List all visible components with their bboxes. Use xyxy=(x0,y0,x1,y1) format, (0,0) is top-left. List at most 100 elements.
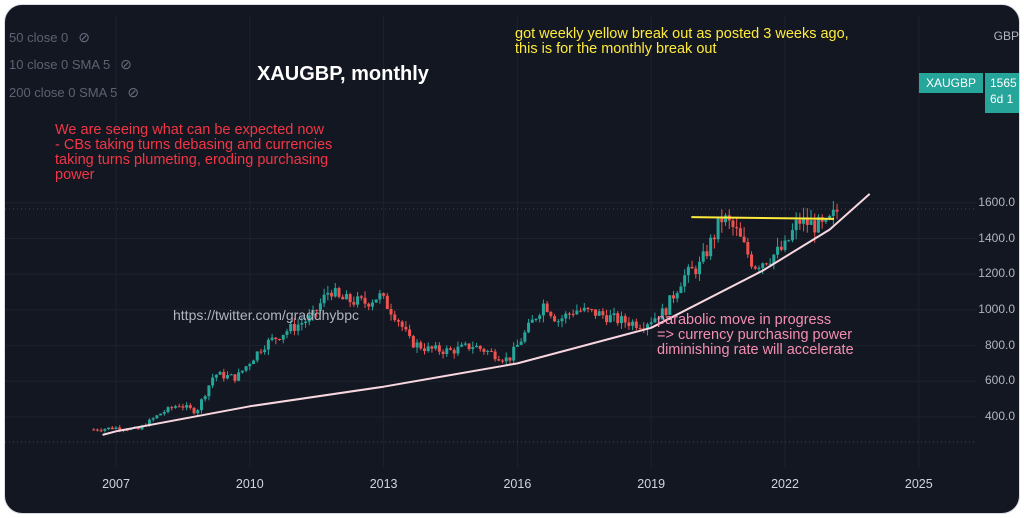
candle-body xyxy=(486,350,490,352)
candle-body xyxy=(675,293,679,299)
candle-body xyxy=(136,427,140,430)
candle-body xyxy=(434,345,438,349)
candle-body xyxy=(720,218,724,223)
candle-body xyxy=(497,359,501,361)
candle-body xyxy=(534,318,538,320)
candle-body xyxy=(226,375,229,379)
candle-body xyxy=(616,313,620,324)
candle-body xyxy=(467,343,471,350)
y-tick-label: 400.0 xyxy=(984,409,1015,423)
eye-slash-icon[interactable]: ⊘ xyxy=(127,84,140,100)
candle-body xyxy=(419,342,423,349)
candle-body xyxy=(694,268,698,275)
candle-body xyxy=(118,427,122,430)
candle-body xyxy=(233,374,237,381)
candle-body xyxy=(831,209,835,216)
candle-body xyxy=(192,407,196,414)
candle-body xyxy=(530,319,534,323)
candle-body xyxy=(99,430,103,432)
candle-body xyxy=(553,316,557,322)
candle-body xyxy=(374,299,378,303)
eye-slash-icon[interactable]: ⊘ xyxy=(120,56,132,72)
indicator-ma10-sma5[interactable]: 10 close 0 SMA 5 ⊘ xyxy=(9,56,132,73)
twitter-link-annotation: https://twitter.com/graddhybpc xyxy=(173,307,359,323)
y-tick-label: 1600.0 xyxy=(978,194,1015,209)
candle-body xyxy=(508,357,512,361)
candle-body xyxy=(608,315,612,323)
indicator-ma200-sma5[interactable]: 200 close 0 SMA 5 ⊘ xyxy=(9,84,139,101)
bar-countdown: 6d 1 xyxy=(990,92,1014,106)
candle-body xyxy=(140,425,144,430)
candle-body xyxy=(430,346,434,349)
candle-body xyxy=(359,296,363,298)
currency-label: GBP xyxy=(993,29,1019,43)
candle-body xyxy=(162,412,166,414)
candle-body xyxy=(567,313,571,315)
x-tick-label: 2019 xyxy=(637,477,666,491)
y-tick-label: 1000.0 xyxy=(978,301,1015,316)
candle-body xyxy=(686,266,690,276)
candle-body xyxy=(761,263,765,268)
candle-body xyxy=(798,219,802,224)
candle-body xyxy=(244,366,248,371)
candle-body xyxy=(408,329,412,337)
candle-body xyxy=(794,219,798,231)
candle-body xyxy=(735,227,739,229)
candle-body xyxy=(199,399,203,411)
parabola-trendline xyxy=(102,193,871,436)
candle-body xyxy=(263,349,267,353)
eye-slash-icon[interactable]: ⊘ xyxy=(78,29,90,45)
candle-body xyxy=(92,429,96,431)
candle-body xyxy=(709,237,713,257)
candle-body xyxy=(816,217,820,233)
candle-body xyxy=(809,220,813,225)
candle-body xyxy=(285,331,289,335)
candle-body xyxy=(337,288,341,297)
candle-body xyxy=(634,321,638,328)
candle-body xyxy=(805,217,809,225)
candle-body xyxy=(393,314,397,321)
candle-body xyxy=(482,348,486,352)
candle-body xyxy=(813,220,817,233)
candle-body xyxy=(211,377,215,386)
candle-body xyxy=(690,266,694,269)
candle-body xyxy=(556,321,560,323)
candle-body xyxy=(575,310,579,315)
candle-body xyxy=(441,351,445,354)
candle-body xyxy=(705,251,709,257)
candle-body xyxy=(582,307,586,311)
indicator-label: 10 close 0 SMA 5 xyxy=(9,57,111,72)
x-tick-label: 2022 xyxy=(771,477,799,491)
candle-body xyxy=(515,344,519,347)
last-price-value: 1565 xyxy=(990,76,1017,90)
candle-body xyxy=(731,220,735,228)
candle-body xyxy=(787,240,791,242)
candle-body xyxy=(296,324,300,331)
candle-body xyxy=(237,372,241,381)
candle-body xyxy=(389,308,393,315)
candle-body xyxy=(605,315,609,323)
price-chart[interactable] xyxy=(5,5,1019,513)
candle-body xyxy=(382,293,386,296)
candle-body xyxy=(835,209,839,212)
candle-body xyxy=(315,309,319,311)
candle-body xyxy=(159,413,163,416)
candle-body xyxy=(363,297,367,304)
candle-body xyxy=(679,286,683,294)
candle-body xyxy=(344,294,348,300)
candle-body xyxy=(259,351,263,353)
candle-body xyxy=(311,309,315,316)
last-price-tag: 1565 6d 1 xyxy=(985,73,1019,113)
candle-body xyxy=(437,345,441,352)
candle-body xyxy=(597,311,601,316)
candle-body xyxy=(422,348,426,352)
candle-body xyxy=(698,261,702,275)
candle-body xyxy=(188,405,192,408)
candle-body xyxy=(668,295,672,315)
candle-body xyxy=(672,295,675,299)
indicator-ma50[interactable]: 50 close 0 ⊘ xyxy=(9,29,90,46)
candle-body xyxy=(426,346,430,352)
candle-body xyxy=(181,406,185,408)
symbol-price-tag: XAUGBP xyxy=(919,73,983,93)
candle-body xyxy=(449,348,452,350)
